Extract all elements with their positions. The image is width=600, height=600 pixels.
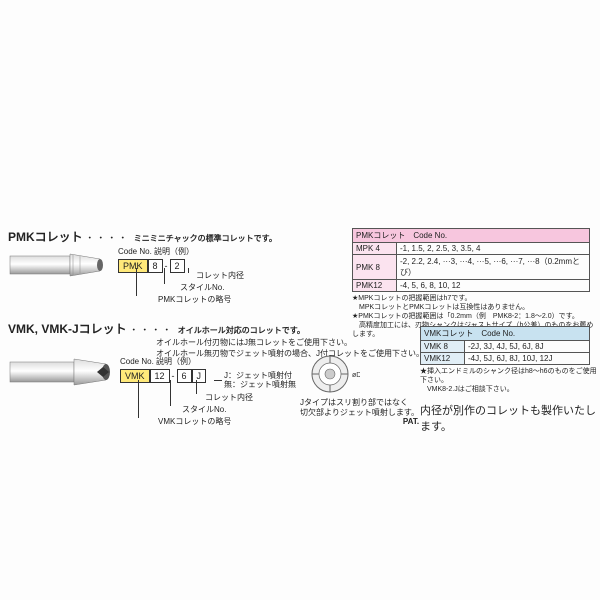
vmk-code-block: Code No. 説明（例） VMK12-6J [120,356,206,383]
vmk-row1-model: VMK12 [421,353,465,365]
vmk-footer: 内径が別作のコレットも製作いたします。 [420,402,600,434]
pmk-callout-1: スタイルNo. [180,282,224,293]
pmk-code-block: Code No. 説明（例） PMK8-2 [118,246,194,273]
vmk-callout-2: コレット内径 [205,392,253,403]
pmk-row0-model: MPK 4 [353,243,397,255]
vmk-table-header: VMKコレット Code No. [421,327,590,341]
pmk-collet-image [8,246,108,286]
pmk-row1-model: PMK 8 [353,255,397,280]
vmk-note-0: ★挿入エンドミルのシャンク径はh8〜h6のものをご使用下さい。 [420,367,600,385]
pmk-subtitle: ミニミニチャックの標準コレットです。 [134,234,277,243]
pmk-callout-0: コレット内径 [196,270,244,281]
vmk-jnote2: 切欠部よりジェット噴射します。 [300,408,419,418]
pmk-note-1: MPKコレットとPMKコレットは互換性はありません。 [352,303,600,312]
vmk-callout-1: 無：ジェット噴射無 [224,381,296,390]
vmk-row1-spec: -4J, 5J, 6J, 8J, 10J, 12J [465,353,590,365]
vmk-callout-3: スタイルNo. [182,404,226,415]
vmk-notes: ★挿入エンドミルのシャンク径はh8〜h6のものをご使用下さい。 VMK8-2.J… [420,367,600,394]
pmk-dots: ・・・・ [85,233,134,243]
vmk-code-0: VMK [120,369,150,383]
vmk-dots: ・・・・ [129,325,178,335]
vmk-code-3: J [192,369,207,383]
pmk-table-header: PMKコレット Code No. [353,229,590,243]
pmk-code-0: PMK [118,259,148,273]
pmk-title: PMKコレット [8,230,83,244]
vmk-jnote1: Jタイプはスリ割り部ではなく [300,398,419,408]
vmk-note-1: VMK8-2.Jはご相談下さい。 [420,385,600,394]
pmk-row2-spec: -4, 5, 6, 8, 10, 12 [397,280,590,292]
pmk-row0-spec: -1, 1.5, 2, 2.5, 3, 3.5, 4 [397,243,590,255]
pmk-code-1: 8 [148,259,163,273]
vmk-table: VMKコレット Code No. VMK 8-2J, 3J, 4J, 5J, 6… [420,326,590,365]
vmk-callout-01: J：ジェット噴射付 無：ジェット噴射無 [224,372,296,390]
pmk-row1-spec: -2, 2.2, 2.4, ···3, ···4, ···5, ···6, ··… [397,255,590,280]
svg-text:øD: øD [352,372,360,379]
vmk-collet-image [8,352,116,394]
vmk-code-label: Code No. 説明（例） [120,356,206,367]
pmk-row2-model: PMK12 [353,280,397,292]
jtype-note: Jタイプはスリ割り部ではなく 切欠部よりジェット噴射します。 PAT. [300,398,419,427]
pmk-code-2: 2 [170,259,185,273]
vmk-subtitle: オイルホール対応のコレットです。 [178,326,305,335]
vmk-callout-4: VMKコレットの略号 [158,416,231,427]
vmk-pat: PAT. [300,417,419,427]
jtype-diagram: øD [308,352,360,400]
pmk-code-label: Code No. 説明（例） [118,246,194,257]
pmk-note-0: ★MPKコレットの把握範囲はh7です。 [352,294,600,303]
vmk-title: VMK, VMK-Jコレット [8,322,127,336]
pmk-callout-2: PMKコレットの略号 [158,294,231,305]
vmk-table-wrap: VMKコレット Code No. VMK 8-2J, 3J, 4J, 5J, 6… [420,326,600,434]
vmk-code-2: 6 [177,369,192,383]
vmk-row0-model: VMK 8 [421,341,465,353]
vmk-code-1: 12 [150,369,170,383]
pmk-table: PMKコレット Code No. MPK 4-1, 1.5, 2, 2.5, 3… [352,228,590,292]
vmk-row0-spec: -2J, 3J, 4J, 5J, 6J, 8J [465,341,590,353]
